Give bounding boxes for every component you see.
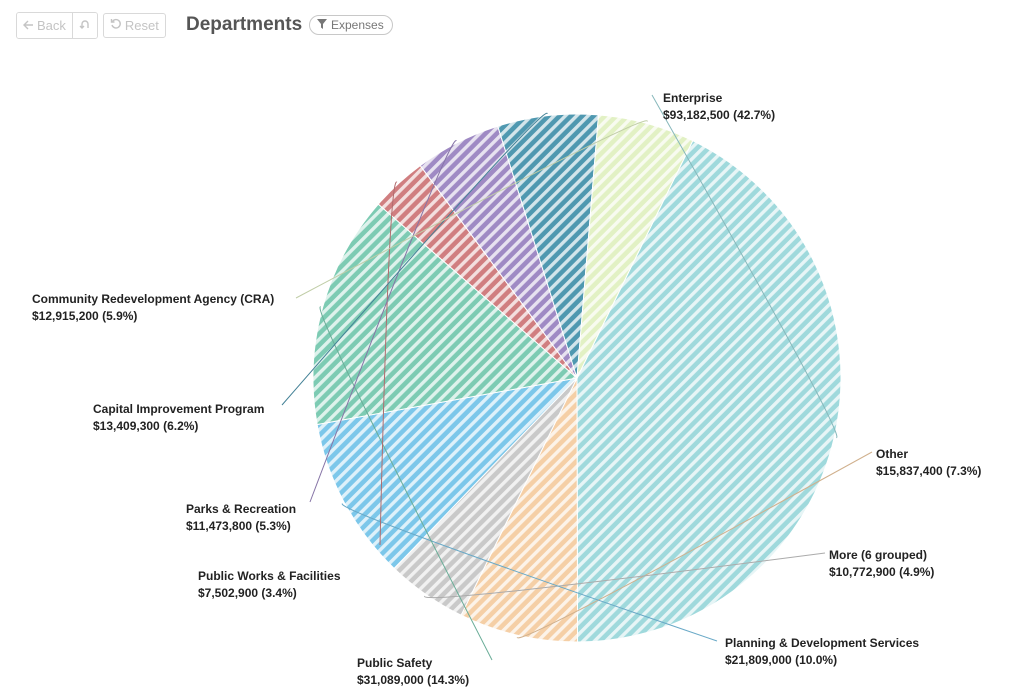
slice-value-label-8: $13,409,300 (6.2%) <box>93 419 198 433</box>
back-button[interactable]: Back <box>17 13 72 38</box>
back-button-label: Back <box>37 18 66 33</box>
pie-slice-4[interactable] <box>316 377 579 570</box>
slice-value-label-2: $15,837,400 (7.3%) <box>876 464 981 478</box>
leader-line-6 <box>379 181 398 546</box>
leader-line-7 <box>309 140 457 503</box>
slice-label-2: Other <box>876 447 908 461</box>
slice-label-5: Public Safety <box>357 656 433 670</box>
slice-value-label-6: $7,502,900 (3.4%) <box>198 586 297 600</box>
pie-slice-2[interactable] <box>460 377 579 643</box>
slice-value-label-1: $93,182,500 (42.7%) <box>663 108 775 122</box>
reset-button[interactable]: Reset <box>102 13 166 38</box>
slice-label-6: Public Works & Facilities <box>198 569 341 583</box>
arrow-left-icon <box>23 18 34 33</box>
slice-label-3: More (6 grouped) <box>829 548 927 562</box>
leader-line-5 <box>319 306 493 661</box>
pie-slice-1[interactable] <box>576 140 842 643</box>
page-title: Departments <box>186 14 303 35</box>
leader-line-2 <box>516 451 873 639</box>
slice-label-8: Capital Improvement Program <box>93 402 264 416</box>
history-button-group: Back <box>16 12 98 39</box>
slice-label-1: Enterprise <box>663 91 723 105</box>
slice-value-label-9: $12,915,200 (5.9%) <box>32 309 137 323</box>
slice-value-label-5: $31,089,000 (14.3%) <box>357 673 469 687</box>
leader-line-3 <box>424 552 826 599</box>
undo-button[interactable] <box>71 13 97 38</box>
pie-slice-5[interactable] <box>312 203 579 426</box>
reset-button-label: Reset <box>124 18 159 33</box>
slice-label-7: Parks & Recreation <box>186 502 296 516</box>
pie-slice-9[interactable] <box>576 114 694 379</box>
undo-icon <box>79 18 91 33</box>
slice-label-9: Community Redevelopment Agency (CRA) <box>32 292 274 306</box>
toolbar: Back Reset <box>16 12 166 39</box>
reset-icon <box>110 18 122 33</box>
leader-line-1 <box>651 94 838 439</box>
filter-chip[interactable]: Expenses <box>309 15 393 35</box>
filter-chip-label: Expenses <box>331 18 384 32</box>
slice-value-label-3: $10,772,900 (4.9%) <box>829 565 934 579</box>
slice-label-4: Planning & Development Services <box>725 636 919 650</box>
filter-icon <box>317 18 327 32</box>
leader-line-8 <box>281 112 548 406</box>
slice-value-label-7: $11,473,800 (5.3%) <box>186 519 291 533</box>
slice-value-label-4: $21,809,000 (10.0%) <box>725 653 837 667</box>
leader-line-9 <box>295 120 648 299</box>
